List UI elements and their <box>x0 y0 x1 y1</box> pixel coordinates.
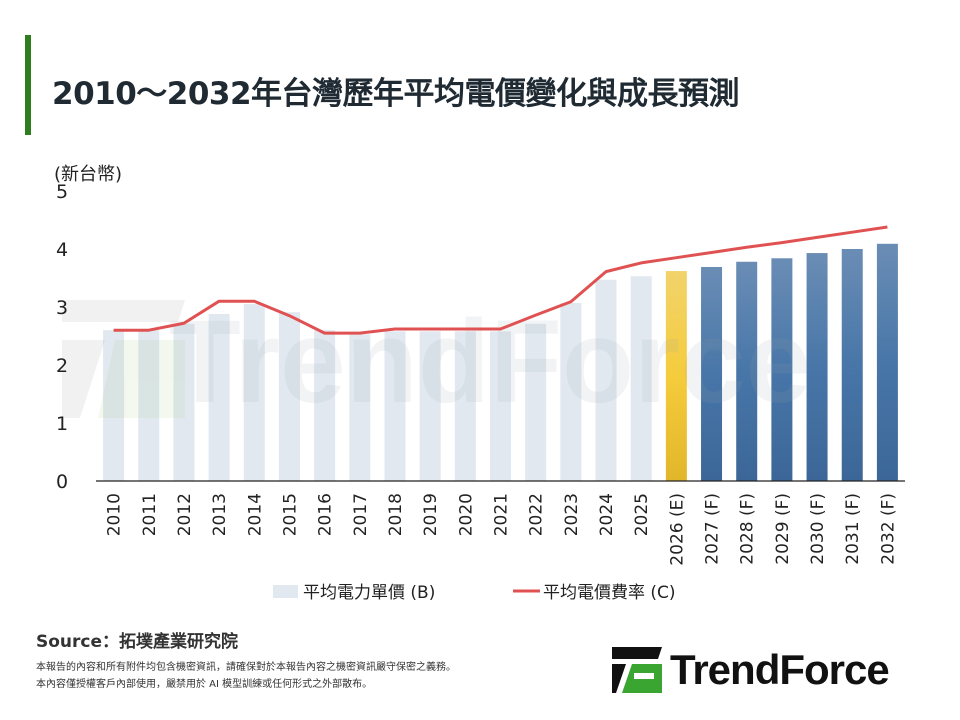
legend-swatch-bar <box>273 585 298 598</box>
x-tick-label: 2019 <box>421 493 441 536</box>
y-tick-label: 4 <box>56 239 68 261</box>
bar-2016 <box>314 330 336 481</box>
x-tick-label: 2012 <box>175 493 195 536</box>
x-tick-label: 2013 <box>210 493 230 536</box>
y-tick-label: 5 <box>56 181 68 203</box>
bar-2028F <box>736 261 758 481</box>
x-tick-label: 2028 (F) <box>738 493 758 565</box>
trendforce-logo-icon <box>612 647 662 693</box>
bar-2027F <box>701 266 723 481</box>
bar-2014 <box>243 304 265 481</box>
bar-2031F <box>841 249 863 481</box>
x-tick-label: 2025 <box>632 493 652 536</box>
bar-2022 <box>525 323 547 481</box>
y-tick-label: 2 <box>56 355 68 377</box>
x-tick-label: 2030 (F) <box>808 493 828 565</box>
title-accent-bar <box>25 35 31 135</box>
bar-2015 <box>278 312 300 481</box>
x-tick-label: 2010 <box>105 493 125 536</box>
x-tick-label: 2014 <box>245 493 265 536</box>
bar-2025 <box>630 276 652 481</box>
y-tick-label: 1 <box>56 413 68 435</box>
bar-2019 <box>419 331 441 481</box>
page-title: 2010～2032年台灣歷年平均電價變化與成長預測 <box>52 76 740 112</box>
x-tick-label: 2027 (F) <box>703 493 723 565</box>
bar-2026E <box>665 271 687 481</box>
watermark-logo-icon <box>62 300 185 418</box>
x-tick-label: 2032 (F) <box>878 493 898 565</box>
x-tick-label: 2015 <box>280 493 300 536</box>
confidentiality-note: 本報告的內容和所有附件均包含機密資訊，請確保對於本報告內容之機密資訊嚴守保密之義… <box>36 662 456 673</box>
bar-2020 <box>454 331 476 481</box>
chart: TrendForce 0 1 2 3 4 5 2010 2011 2012 2013 2014 20… <box>56 181 905 603</box>
x-tick-label: 2016 <box>316 493 336 536</box>
bar-2011 <box>138 330 160 481</box>
watermark: TrendForce <box>169 296 812 428</box>
x-tick-label: 2021 <box>492 493 512 536</box>
x-tick-label: 2022 <box>527 493 547 536</box>
x-tick-label: 2017 <box>351 493 371 536</box>
bar-2013 <box>208 313 230 481</box>
x-tick-label: 2024 <box>597 493 617 536</box>
bar-2023 <box>560 302 582 481</box>
bar-2032F <box>876 243 898 481</box>
logo-text: TrendForce <box>670 646 890 693</box>
x-tick-label: 2029 (F) <box>773 493 793 565</box>
bar-2010 <box>103 330 125 481</box>
x-tick-label: 2020 <box>456 493 476 536</box>
trendforce-logo: TrendForce <box>612 646 890 694</box>
x-tick-label: 2023 <box>562 493 582 536</box>
y-tick-label: 0 <box>56 471 68 493</box>
bar-2021 <box>490 331 511 481</box>
bar-2024 <box>595 279 617 481</box>
bar-2018 <box>384 331 406 481</box>
bar-2012 <box>173 323 195 481</box>
y-axis-unit-label: (新台幣) <box>54 164 123 185</box>
x-tick-label: 2011 <box>140 493 160 536</box>
y-tick-label: 3 <box>56 297 68 319</box>
source-label: Source：拓墣產業研究院 <box>36 632 239 652</box>
legend-label-line: 平均電價費率 (C) <box>543 583 676 603</box>
x-tick-label: 2031 (F) <box>843 493 863 565</box>
usage-note: 本內容僅授權客戶內部使用，嚴禁用於 AI 模型訓練或任何形式之外部散布。 <box>36 679 373 690</box>
bar-2030F <box>806 253 828 481</box>
x-tick-label: 2018 <box>386 493 406 536</box>
bar-2029F <box>771 258 793 481</box>
legend-label-bar: 平均電力單價 (B) <box>303 583 435 603</box>
bar-2017 <box>349 334 371 481</box>
x-tick-label: 2026 (E) <box>667 493 687 566</box>
